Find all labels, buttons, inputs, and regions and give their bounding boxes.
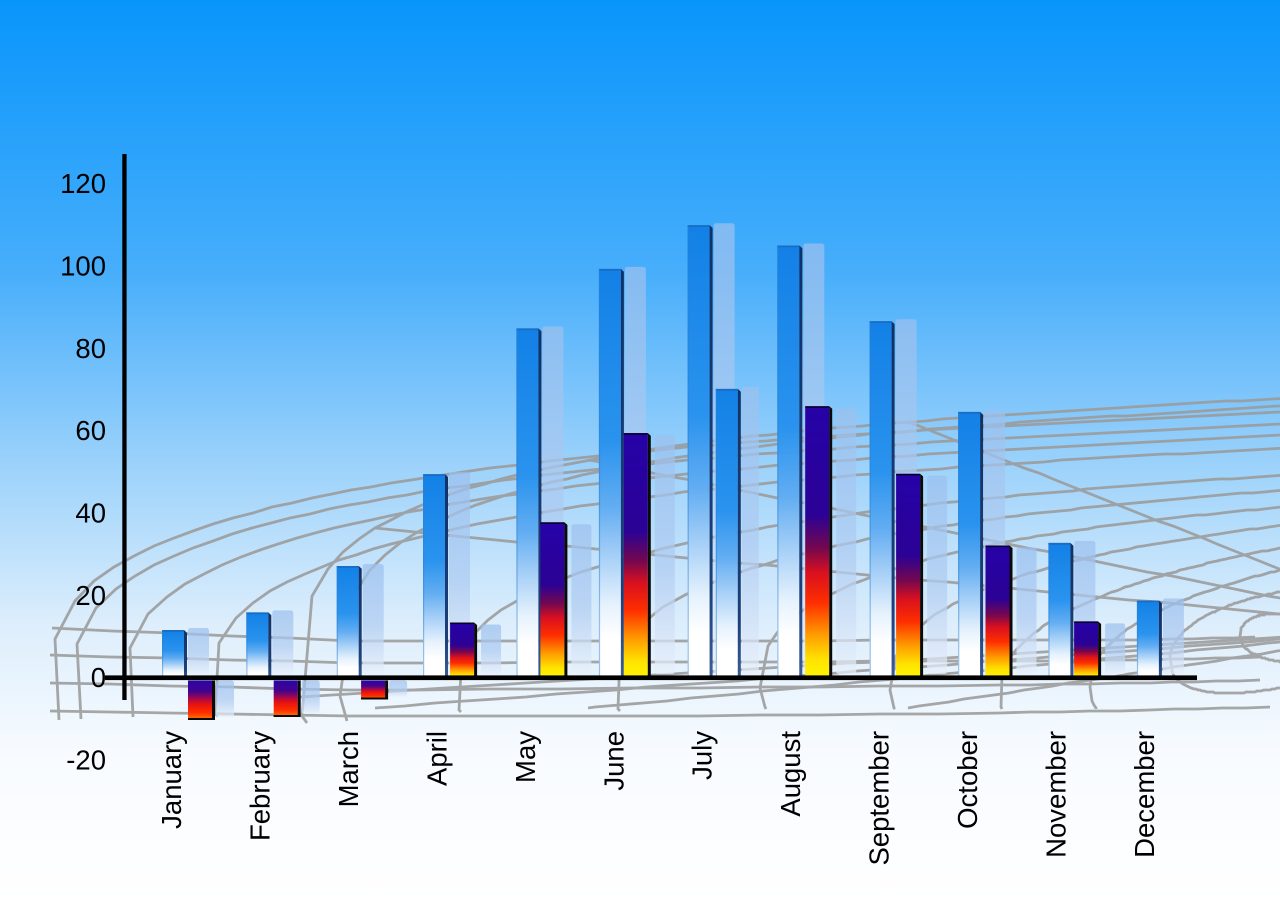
svg-text:June: June — [598, 731, 629, 791]
svg-text:November: November — [1041, 731, 1072, 858]
svg-text:February: February — [244, 731, 275, 841]
svg-text:October: October — [952, 731, 983, 829]
svg-text:20: 20 — [75, 580, 106, 611]
svg-text:60: 60 — [75, 415, 106, 446]
svg-text:March: March — [333, 731, 364, 807]
svg-text:0: 0 — [91, 662, 106, 693]
svg-text:120: 120 — [60, 168, 106, 199]
svg-text:May: May — [510, 731, 541, 783]
svg-text:100: 100 — [60, 250, 106, 281]
svg-text:August: August — [775, 731, 806, 817]
svg-text:40: 40 — [75, 497, 106, 528]
svg-text:January: January — [156, 731, 187, 829]
svg-text:80: 80 — [75, 333, 106, 364]
svg-text:September: September — [864, 731, 895, 866]
svg-text:-20: -20 — [66, 744, 106, 775]
svg-text:December: December — [1129, 731, 1160, 858]
svg-text:April: April — [421, 731, 452, 786]
svg-text:July: July — [687, 731, 718, 780]
